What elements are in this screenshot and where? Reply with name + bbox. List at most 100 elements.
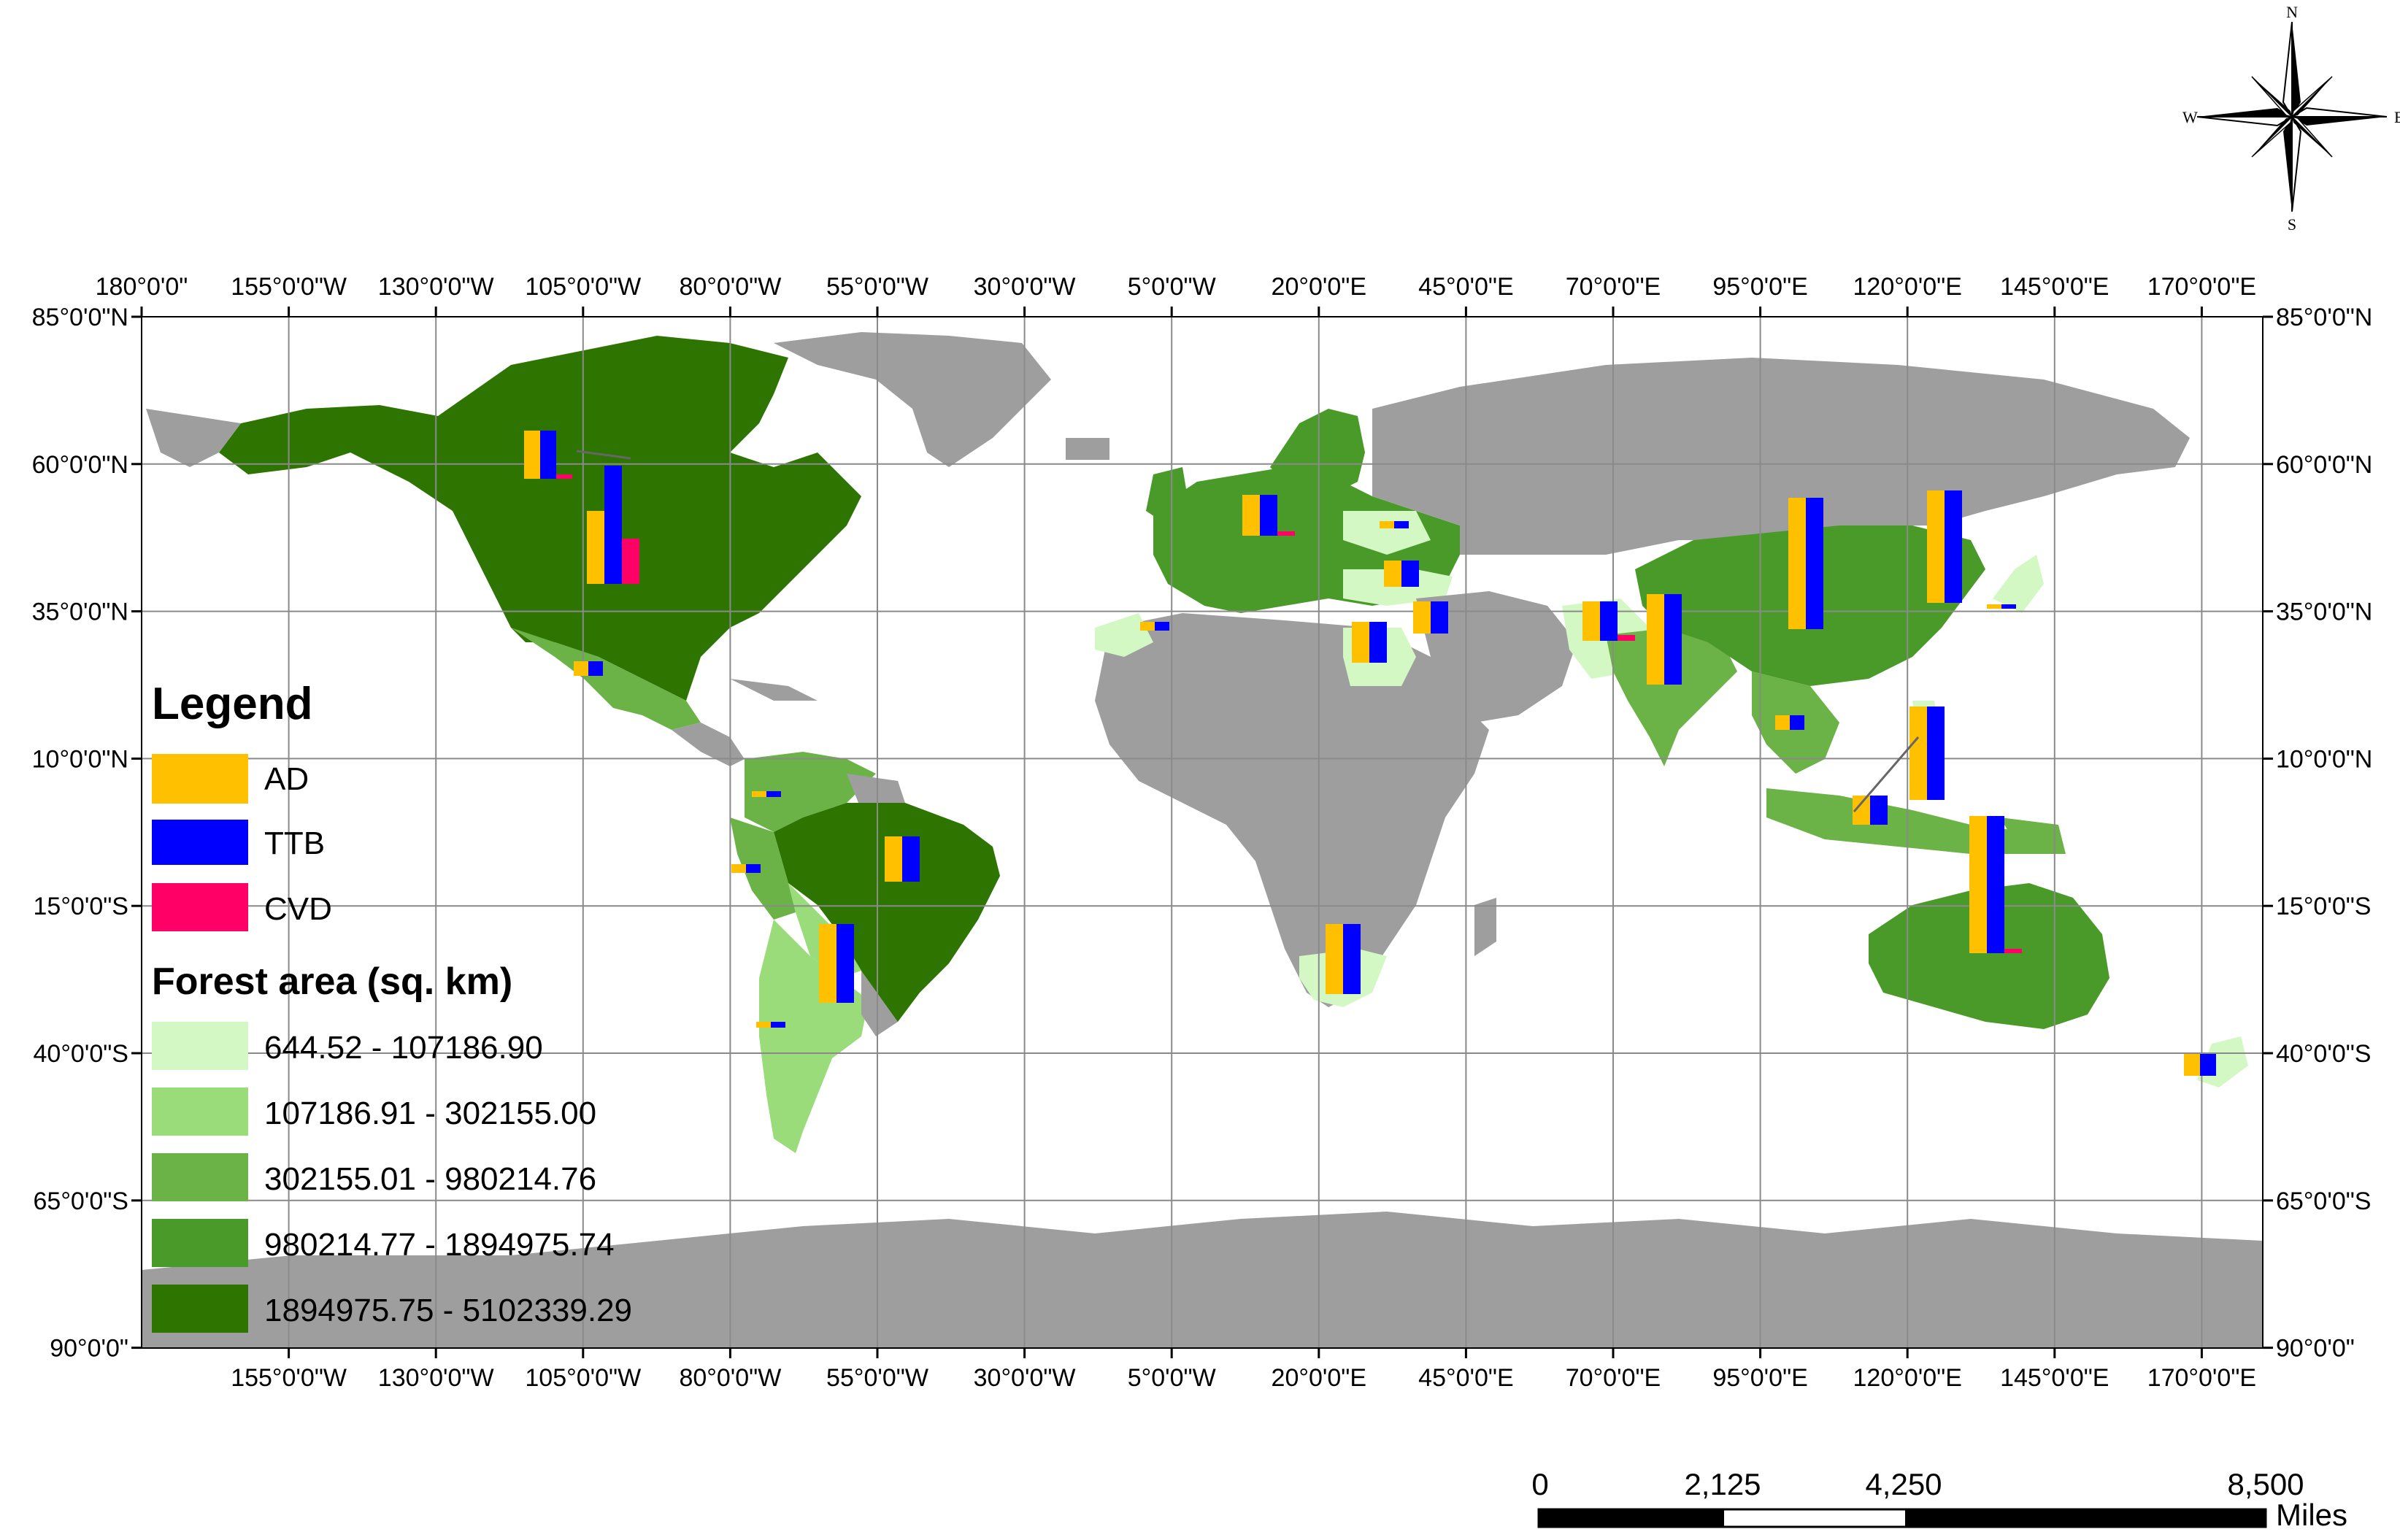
bottom-lon-label: 70°0'0"E (1566, 1364, 1661, 1392)
axis-ticks: 180°0'0" 155°0'0"W 155°0'0"W 130°0'0"W 130°0… (32, 273, 2373, 1392)
right-lat-label: 85°0'0"N (2276, 304, 2372, 331)
bar-ad (1326, 924, 1343, 994)
bar-ttb (2200, 1054, 2216, 1076)
argentina-chile (759, 920, 869, 1153)
bar-ad (1352, 622, 1369, 663)
left-lat-label: 85°0'0"N (32, 304, 128, 331)
legend-label-ad: AD (264, 761, 309, 797)
bottom-lon-label: 45°0'0"E (1418, 1364, 1513, 1392)
compass-rose-icon: N S E W (2182, 3, 2400, 234)
forest-area-title: Forest area (sq. km) (152, 960, 512, 1003)
bar-ttb (1155, 622, 1169, 631)
forest-swatch-3 (152, 1153, 248, 1201)
russia (1372, 358, 2190, 555)
legend-swatch-ttb (152, 820, 248, 865)
legend-label-cvd: CVD (264, 891, 332, 927)
left-lat-label: 60°0'0"N (32, 451, 128, 479)
bar-ttb (771, 1022, 785, 1028)
left-lat-label: 90°0'0" (50, 1335, 128, 1363)
bar-ttb (1431, 601, 1448, 634)
forest-label-3: 302155.01 - 980214.76 (264, 1161, 596, 1197)
top-lon-label: 80°0'0"W (679, 273, 781, 301)
legend-label-ttb: TTB (264, 825, 325, 861)
bar-ttb (1369, 622, 1387, 663)
bar-ttb (1945, 490, 1962, 603)
venezuela-colombia (745, 752, 876, 832)
top-lon-label: 130°0'0"W (378, 273, 494, 301)
bar-ttb (1600, 601, 1618, 641)
bottom-lon-label: 155°0'0"W (231, 1364, 347, 1392)
middle-east (1416, 591, 1577, 723)
scale-tick-2: 4,250 (1865, 1467, 1942, 1501)
top-lon-label: 30°0'0"W (974, 273, 1076, 301)
bar-ad (1788, 498, 1806, 629)
top-lon-label: 180°0'0" (96, 273, 188, 301)
right-lat-label: 10°0'0"N (2276, 745, 2372, 773)
right-lat-label: 35°0'0"N (2276, 598, 2372, 626)
bottom-lon-label: 55°0'0"W (826, 1364, 928, 1392)
left-lat-label: 15°0'0"S (34, 893, 128, 920)
papua (2000, 817, 2066, 854)
bottom-lon-label: 130°0'0"W (378, 1364, 494, 1392)
greenland (774, 332, 1051, 467)
bar-ad (752, 791, 766, 797)
bar-cvd (1618, 635, 1635, 641)
compass-e: E (2394, 108, 2400, 126)
top-lon-label: 5°0'0"W (1128, 273, 1216, 301)
bottom-lon-label: 80°0'0"W (679, 1364, 781, 1392)
compass-w: W (2182, 108, 2198, 126)
uk (1146, 467, 1190, 525)
antarctica (142, 1212, 2263, 1348)
right-lat-label: 40°0'0"S (2276, 1040, 2371, 1068)
bottom-lon-label: 170°0'0"E (2147, 1364, 2256, 1392)
legend: Legend AD TTB CVD Forest area (sq. km) 6… (152, 679, 632, 1333)
right-lat-label: 90°0'0" (2276, 1335, 2355, 1363)
scale-tick-3: 8,500 (2227, 1467, 2304, 1501)
scale-bar-seg-1 (1539, 1509, 1724, 1527)
bottom-lon-label: 145°0'0"E (2000, 1364, 2109, 1392)
bar-ad (2184, 1054, 2200, 1076)
bar-ad (819, 924, 836, 1003)
top-lon-label: 55°0'0"W (826, 273, 928, 301)
bottom-lon-label: 120°0'0"E (1853, 1364, 1962, 1392)
japan (1993, 555, 2044, 613)
bar-ttb (746, 864, 761, 873)
map-border (141, 316, 2264, 1349)
top-lon-label: 145°0'0"E (2000, 273, 2109, 301)
forest-label-4: 980214.77 - 1894975.74 (264, 1227, 615, 1263)
forest-label-2: 107186.91 - 302155.00 (264, 1096, 596, 1131)
bar-ttb (1806, 498, 1823, 629)
bar-ad (1775, 715, 1790, 730)
forest-swatch-2 (152, 1087, 248, 1136)
bar-ad (574, 661, 588, 676)
left-lat-label: 40°0'0"S (34, 1040, 128, 1068)
bar-cvd (556, 474, 572, 479)
bottom-lon-label: 5°0'0"W (1128, 1364, 1216, 1392)
left-lat-label: 10°0'0"N (32, 745, 128, 773)
central-america (672, 723, 745, 766)
top-lon-label: 170°0'0"E (2147, 273, 2256, 301)
top-lon-label: 20°0'0"E (1272, 273, 1366, 301)
bar-ad (1647, 594, 1664, 685)
bar-ad (587, 511, 604, 584)
bar-ad (1140, 622, 1155, 631)
forest-label-5: 1894975.75 - 5102339.29 (264, 1293, 632, 1328)
bar-cvd (622, 539, 639, 584)
bottom-lon-label: 95°0'0"E (1712, 1364, 1807, 1392)
bar-ad (885, 836, 902, 882)
bottom-lon-label: 105°0'0"W (525, 1364, 641, 1392)
legend-title: Legend (152, 679, 312, 729)
bar-ad (1582, 601, 1600, 641)
scale-unit: Miles (2276, 1498, 2347, 1532)
legend-swatch-ad (152, 754, 248, 804)
bar-ttb (588, 661, 603, 676)
scandinavia (1270, 409, 1365, 496)
bar-ttb (1664, 594, 1682, 685)
leader-line (1853, 736, 1920, 812)
bar-ttb (604, 466, 622, 584)
bottom-lon-label: 30°0'0"W (974, 1364, 1076, 1392)
bar-ad (756, 1022, 771, 1028)
bar-ad (1380, 521, 1394, 528)
uruguay (861, 971, 898, 1036)
bar-ttb (1987, 816, 2004, 953)
